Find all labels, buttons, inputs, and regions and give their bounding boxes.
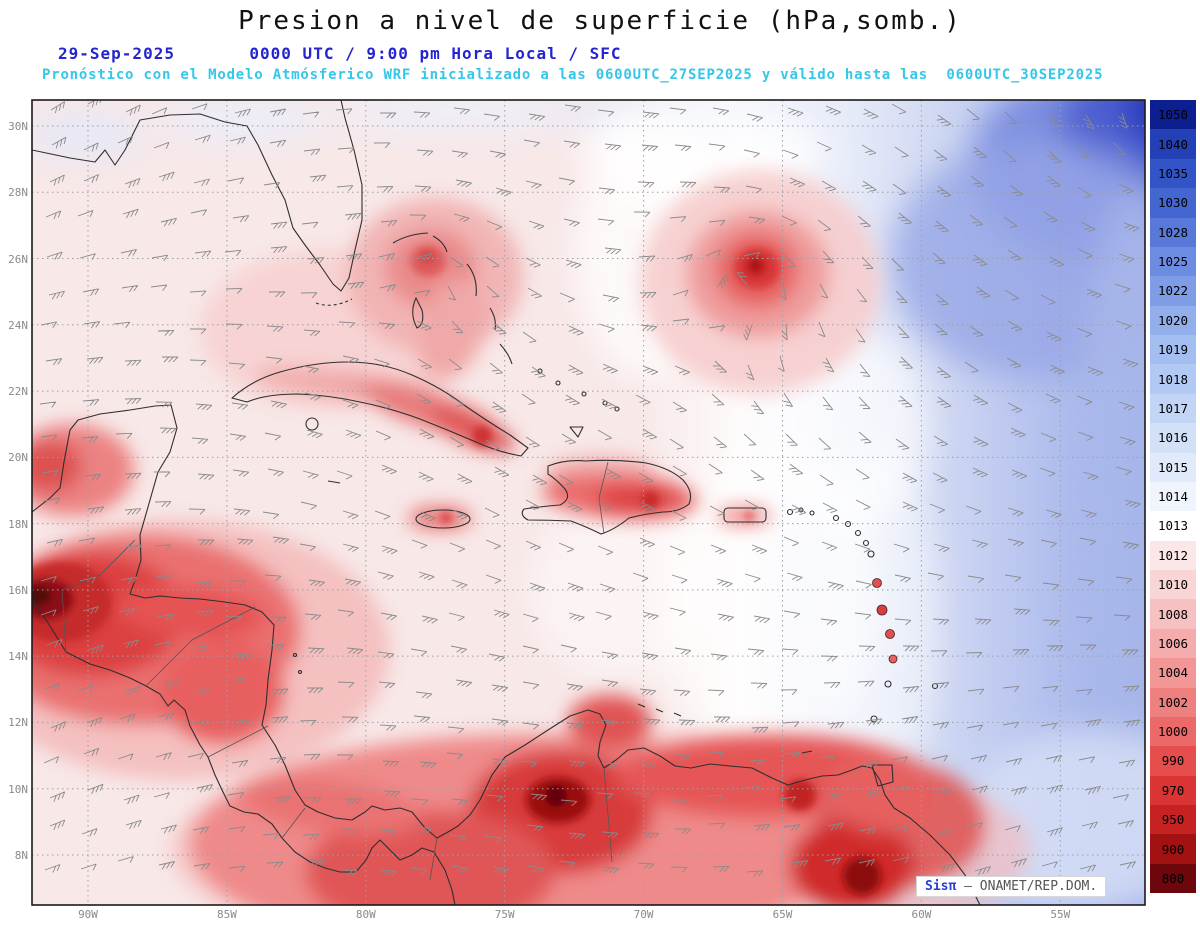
lon-tick-label: 85W xyxy=(216,908,237,921)
model-info-subtitle: Pronóstico con el Modelo Atmósferico WRF… xyxy=(42,67,1104,83)
colorbar-segment: 1025 xyxy=(1150,246,1196,277)
colorbar-segment: 1030 xyxy=(1150,188,1196,218)
lon-tick-label: 55W xyxy=(1050,908,1071,921)
colorbar-segment: 800 xyxy=(1150,863,1196,894)
colorbar-segment: 1020 xyxy=(1150,305,1196,335)
lat-tick-label: 18N xyxy=(8,517,28,531)
colorbar-segment: 1010 xyxy=(1150,570,1196,600)
coastline-long-island xyxy=(499,343,513,365)
lat-tick-label: 8N xyxy=(14,848,28,862)
coastline-cayman xyxy=(327,480,341,484)
pi-symbol: π xyxy=(948,879,957,894)
lat-tick-label: 28N xyxy=(8,186,28,200)
colorbar-segment: 1015 xyxy=(1150,452,1196,482)
colorbar-segment: 1004 xyxy=(1150,658,1196,688)
lat-tick-label: 30N xyxy=(8,120,28,133)
colorbar-segment: 1018 xyxy=(1150,364,1196,394)
coastline-grand-bahama xyxy=(392,232,429,244)
colorbar-segment: 1016 xyxy=(1150,423,1196,453)
country-borders-layer xyxy=(61,461,613,881)
colorbar-segment: 1022 xyxy=(1150,276,1196,306)
coastline-cuba xyxy=(231,361,529,457)
colorbar-segment: 1050 xyxy=(1150,100,1196,130)
coastline-abaco xyxy=(432,235,448,253)
coastline-puerto-rico xyxy=(723,507,767,523)
pressure-shading-layer xyxy=(32,100,1145,905)
coastline-inagua xyxy=(569,426,584,438)
map-frame xyxy=(31,99,1146,906)
lon-tick-label: 65W xyxy=(772,908,793,921)
colorbar-segment: 950 xyxy=(1150,805,1196,835)
lon-tick-label: 80W xyxy=(355,908,376,921)
lat-tick-label: 16N xyxy=(8,583,28,597)
colorbar-segment: 1013 xyxy=(1150,511,1196,541)
valid-time-subtitle: 29-Sep-2025 0000 UTC / 9:00 pm Hora Loca… xyxy=(58,44,622,63)
coastlines-layer xyxy=(32,100,981,905)
lat-tick-label: 24N xyxy=(8,318,28,332)
lat-tick-label: 14N xyxy=(8,650,28,664)
colorbar-segment: 1035 xyxy=(1150,158,1196,189)
lon-tick-label: 75W xyxy=(494,908,515,921)
colorbar-segment: 1014 xyxy=(1150,481,1196,512)
lat-tick-label: 12N xyxy=(8,716,28,730)
coastline-andros xyxy=(412,297,424,329)
colorbar-segment: 1028 xyxy=(1150,217,1196,247)
colorbar-segment: 1019 xyxy=(1150,335,1196,365)
lon-tick-label: 70W xyxy=(633,908,654,921)
coastline-gulf-florida xyxy=(32,100,363,292)
colorbar-segment: 1006 xyxy=(1150,628,1196,659)
lat-tick-label: 22N xyxy=(8,385,28,399)
coastline-hispaniola xyxy=(521,459,692,535)
colorbar-segment: 1002 xyxy=(1150,687,1196,717)
coastline-eleuthera xyxy=(466,263,477,297)
coastline-trinidad xyxy=(871,764,894,787)
lesser-antilles-low-specks xyxy=(872,578,898,664)
colorbar-segment: 1040 xyxy=(1150,129,1196,159)
grid-layer xyxy=(32,100,1145,905)
lat-tick-label: 20N xyxy=(8,451,28,465)
lat-tick-label: 10N xyxy=(8,782,28,796)
colorbar-segment: 1000 xyxy=(1150,716,1196,747)
credit-box: Sisπ – ONAMET/REP.DOM. xyxy=(916,876,1107,897)
coastline-isla-juventud xyxy=(305,417,319,431)
coastline-florida-keys xyxy=(315,298,353,306)
colorbar-segment: 1017 xyxy=(1150,393,1196,424)
credit-source: – ONAMET/REP.DOM. xyxy=(956,879,1098,894)
coastline-margarita xyxy=(801,750,813,754)
brand-label: Sisπ xyxy=(925,879,957,894)
pressure-colorbar: 1050 1040 1035 1030 1028 1025 1022 1020 1019 1018… xyxy=(1150,100,1196,894)
colorbar-segment: 1012 xyxy=(1150,540,1196,570)
colorbar-segment: 1008 xyxy=(1150,599,1196,629)
colorbar-segment: 900 xyxy=(1150,834,1196,864)
colorbar-segment: 990 xyxy=(1150,746,1196,776)
chart-title: Presion a nivel de superficie (hPa,somb.… xyxy=(238,6,962,36)
lat-tick-label: 26N xyxy=(8,252,28,266)
wind-barbs-layer xyxy=(39,100,1141,877)
coastline-jamaica xyxy=(415,509,471,529)
lon-tick-label: 90W xyxy=(78,908,98,921)
colorbar-segment: 970 xyxy=(1150,775,1196,805)
lon-tick-label: 60W xyxy=(911,908,932,921)
